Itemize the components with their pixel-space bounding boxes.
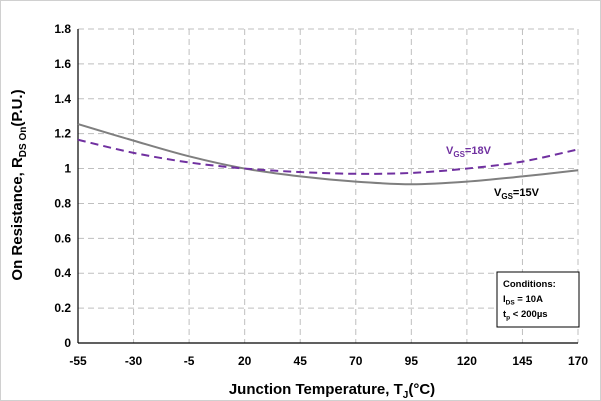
y-tick-label-2: 0.4 [54,266,71,280]
x-tick-label-1: -30 [125,354,143,368]
y-tick-label-3: 0.6 [54,231,71,245]
y-tick-labels: 0 0.2 0.4 0.6 0.8 1 1.2 1.4 1.6 1.8 [54,22,71,350]
y-tick-label-5: 1 [64,162,71,176]
y-tick-label-0: 0 [64,336,71,350]
x-tick-label-8: 145 [512,354,532,368]
x-tick-label-9: 170 [568,354,588,368]
x-tick-label-2: -5 [184,354,195,368]
conditions-title: Conditions: [503,279,556,290]
x-axis-title: Junction Temperature, TJ(°C) [229,381,435,401]
x-tick-label-7: 120 [457,354,477,368]
conditions-box-border [496,271,580,328]
x-tick-label-4: 45 [294,354,308,368]
series-line-vgs15 [77,123,579,186]
y-tick-label-9: 1.8 [54,22,71,36]
x-tick-labels: -55 -30 -5 20 45 70 95 120 145 170 [69,354,588,368]
x-tick-label-0: -55 [69,354,87,368]
y-axis-title: On Resistance, RDS On(P.U.) [9,89,29,280]
grid-lines [78,28,579,343]
series-lines [77,123,579,186]
y-tick-label-6: 1.2 [54,127,71,141]
y-tick-label-7: 1.4 [54,92,71,106]
y-tick-label-1: 0.2 [54,301,71,315]
condition-tp: tp < 200µs [503,309,548,322]
condition-ids: IDS = 10A [503,294,543,307]
axes [77,29,578,344]
x-tick-label-5: 70 [349,354,363,368]
y-tick-label-8: 1.6 [54,57,71,71]
conditions-box: Conditions: IDS = 10A tp < 200µs [496,271,580,328]
series-label-vgs15: VGS=15V [494,187,540,201]
x-tick-label-3: 20 [238,354,252,368]
series-label-vgs18: VGS=18V [446,145,492,159]
series-line-vgs18 [77,138,579,175]
y-tick-label-4: 0.8 [54,196,71,210]
x-tick-label-6: 95 [405,354,419,368]
